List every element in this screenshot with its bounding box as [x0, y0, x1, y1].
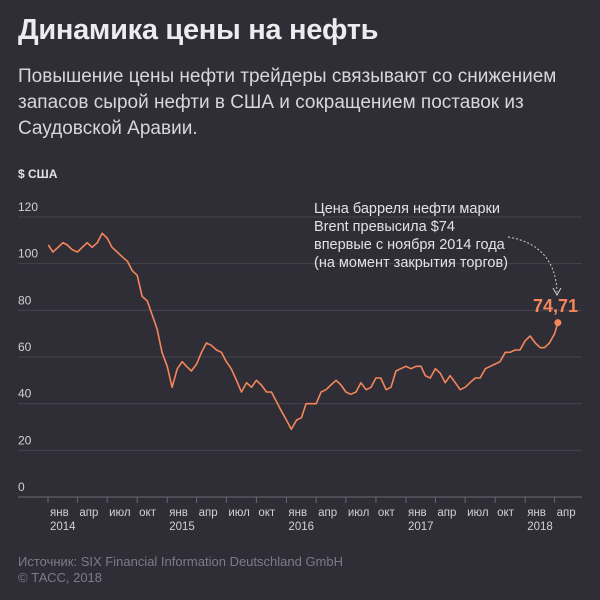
y-tick-label: 0 — [18, 480, 25, 494]
x-tick-label: янв — [288, 507, 307, 519]
x-year-label: 2014 — [50, 521, 76, 533]
x-tick-label: янв — [408, 507, 427, 519]
y-tick-label: 120 — [18, 200, 38, 214]
price-line — [47, 232, 559, 431]
x-tick-label: янв — [50, 507, 69, 519]
x-year-label: 2015 — [169, 521, 195, 533]
x-tick-label: июл — [109, 507, 131, 519]
x-year-label: 2016 — [288, 521, 314, 533]
x-tick-label: апр — [79, 507, 98, 519]
x-tick-label: окт — [497, 507, 515, 519]
x-tick-label: янв — [527, 507, 546, 519]
y-tick-label: 60 — [18, 340, 32, 354]
x-tick-label: июл — [228, 507, 250, 519]
x-year-label: 2017 — [408, 521, 434, 533]
x-tick-label: апр — [557, 507, 576, 519]
x-tick-label: июл — [348, 507, 370, 519]
x-tick-label: июл — [467, 507, 489, 519]
x-tick-label: окт — [258, 507, 276, 519]
footer: Источник: SIX Financial Information Deut… — [18, 554, 343, 586]
y-tick-label: 40 — [18, 387, 32, 401]
y-tick-label: 100 — [18, 247, 38, 261]
y-tick-label: 20 — [18, 433, 32, 447]
x-tick-label: окт — [139, 507, 157, 519]
x-tick-label: янв — [169, 507, 188, 519]
y-axis-label: $ США — [18, 167, 58, 181]
annotation: Цена барреля нефти марки Brent превысила… — [314, 201, 509, 271]
x-tick-label: апр — [318, 507, 337, 519]
source-text: Источник: SIX Financial Information Deut… — [18, 554, 344, 569]
page-title: Динамика цены на нефть — [18, 14, 379, 46]
subtitle: Повышение цены нефти трейдеры связывают … — [18, 66, 557, 139]
copyright-text: © ТАСС, 2018 — [18, 570, 103, 585]
x-tick-label: апр — [199, 507, 218, 519]
x-tick-label: окт — [378, 507, 396, 519]
y-tick-label: 80 — [18, 293, 32, 307]
annotation-arrow — [507, 236, 558, 293]
last-point-marker — [554, 319, 562, 327]
x-tick-label: апр — [437, 507, 456, 519]
arrow-head-icon — [552, 287, 562, 297]
x-year-label: 2018 — [527, 521, 553, 533]
last-value-label: 74,71 — [533, 296, 579, 316]
